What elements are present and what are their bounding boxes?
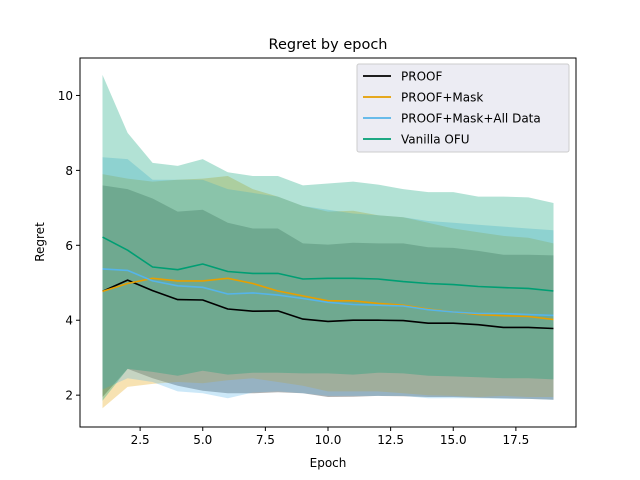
y-tick-label: 2 (65, 389, 73, 403)
chart-title: Regret by epoch (269, 37, 388, 53)
line-vanilla-ofu (102, 236, 554, 292)
x-tick-label: 15.0 (440, 433, 467, 447)
x-tick-label: 5.0 (193, 433, 212, 447)
x-tick-label: 10.0 (315, 433, 342, 447)
x-tick-label: 17.5 (503, 433, 530, 447)
y-axis-ticks: 2 4 6 8 10 (58, 89, 80, 403)
x-tick-label: 7.5 (256, 433, 275, 447)
y-tick-label: 8 (65, 164, 73, 178)
line-proof-mask-all-data (102, 268, 554, 317)
line-proof-mask (102, 277, 554, 321)
y-tick-label: 4 (65, 314, 73, 328)
series-lines (102, 236, 554, 330)
legend-label: PROOF (401, 70, 442, 84)
y-tick-label: 10 (58, 89, 73, 103)
line-proof (102, 279, 554, 330)
band-proof (102, 185, 554, 400)
band-vanilla-ofu (102, 74, 554, 401)
y-tick-label: 6 (65, 239, 73, 253)
y-axis-label: Regret (33, 222, 47, 262)
x-axis-ticks: 2.5 5.0 7.5 10.0 12.5 15.0 17.5 (131, 427, 530, 447)
x-axis-label: Epoch (310, 456, 347, 470)
band-proof-mask (102, 174, 554, 409)
x-tick-label: 2.5 (131, 433, 150, 447)
legend-box (356, 63, 570, 153)
legend-label: Vanilla OFU (401, 133, 470, 147)
legend-label: PROOF+Mask+All Data (401, 112, 541, 126)
legend-label: PROOF+Mask (401, 91, 483, 105)
x-tick-label: 12.5 (377, 433, 404, 447)
legend: PROOF PROOF+Mask PROOF+Mask+All Data Vanill… (356, 63, 570, 153)
